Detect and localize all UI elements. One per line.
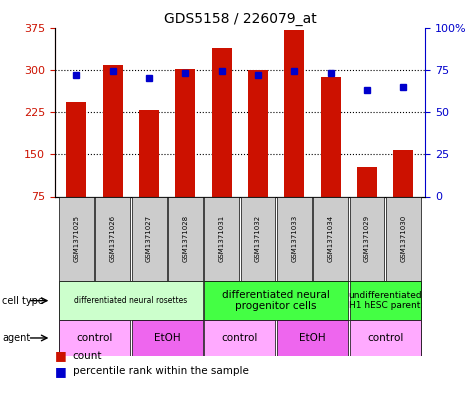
Bar — [204, 196, 239, 281]
Text: ■: ■ — [55, 365, 66, 378]
Bar — [204, 320, 276, 356]
Text: EtOH: EtOH — [154, 333, 180, 343]
Bar — [59, 320, 130, 356]
Title: GDS5158 / 226079_at: GDS5158 / 226079_at — [163, 13, 316, 26]
Bar — [204, 281, 348, 320]
Text: control: control — [76, 333, 113, 343]
Bar — [248, 70, 268, 196]
Text: GSM1371032: GSM1371032 — [255, 215, 261, 262]
Text: GSM1371030: GSM1371030 — [400, 215, 406, 263]
Text: control: control — [367, 333, 403, 343]
Bar — [175, 69, 195, 196]
Bar — [168, 196, 203, 281]
Text: differentiated neural
progenitor cells: differentiated neural progenitor cells — [222, 290, 330, 311]
Text: GSM1371029: GSM1371029 — [364, 215, 370, 262]
Bar — [277, 196, 312, 281]
Bar — [132, 196, 167, 281]
Text: GSM1371025: GSM1371025 — [74, 215, 79, 262]
Text: control: control — [222, 333, 258, 343]
Bar — [277, 320, 348, 356]
Text: EtOH: EtOH — [299, 333, 326, 343]
Bar — [95, 196, 130, 281]
Text: GSM1371031: GSM1371031 — [218, 215, 225, 263]
Bar — [59, 281, 203, 320]
Text: cell type: cell type — [2, 296, 44, 306]
Text: GSM1371028: GSM1371028 — [182, 215, 189, 262]
Text: agent: agent — [2, 333, 30, 343]
Text: percentile rank within the sample: percentile rank within the sample — [73, 366, 248, 376]
Bar — [66, 103, 86, 196]
Bar — [350, 196, 384, 281]
Text: ■: ■ — [55, 349, 66, 362]
Text: differentiated neural rosettes: differentiated neural rosettes — [74, 296, 188, 305]
Bar — [103, 65, 123, 196]
Bar — [386, 196, 421, 281]
Bar — [139, 110, 159, 196]
Text: undifferentiated
H1 hESC parent: undifferentiated H1 hESC parent — [348, 291, 422, 310]
Bar — [350, 320, 421, 356]
Bar — [59, 196, 94, 281]
Text: GSM1371026: GSM1371026 — [110, 215, 116, 262]
Bar — [212, 48, 232, 196]
Text: GSM1371033: GSM1371033 — [291, 215, 297, 263]
Bar — [357, 167, 377, 196]
Bar — [321, 77, 341, 196]
Bar — [393, 150, 413, 196]
Bar — [132, 320, 203, 356]
Bar — [313, 196, 348, 281]
Bar — [285, 30, 304, 196]
Bar — [241, 196, 276, 281]
Text: count: count — [73, 351, 102, 361]
Text: GSM1371027: GSM1371027 — [146, 215, 152, 262]
Bar — [350, 281, 421, 320]
Text: GSM1371034: GSM1371034 — [328, 215, 333, 262]
